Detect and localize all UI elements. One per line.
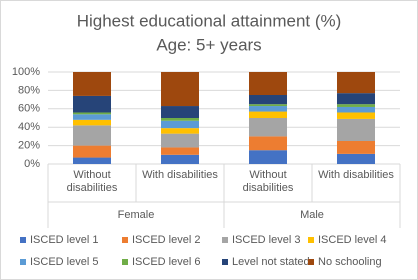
legend-label: Level not stated [232, 256, 310, 268]
y-tick-label: 100% [12, 66, 40, 78]
bar-segment [249, 72, 287, 95]
bar-segment [73, 114, 111, 120]
legend-swatch [20, 237, 26, 243]
bar-segment [73, 125, 111, 146]
x-tick-label: With disabilities [142, 169, 218, 181]
bar-segment [73, 157, 111, 164]
bar-segment [161, 133, 199, 148]
legend-label: ISCED level 4 [318, 234, 386, 246]
bar-segment [337, 112, 375, 119]
bar-segment [161, 120, 199, 129]
legend-swatch [122, 259, 128, 265]
legend-label: ISCED level 3 [232, 234, 300, 246]
group-label: Male [300, 209, 324, 221]
bar-segment [249, 118, 287, 137]
y-tick-label: 0% [24, 158, 40, 170]
bar-segment [73, 72, 111, 96]
bar-segment [337, 106, 375, 113]
bar-segment [73, 95, 111, 113]
legend-swatch [20, 259, 26, 265]
bar-segment [249, 150, 287, 164]
bar-segment [337, 118, 375, 141]
bar-segment [337, 104, 375, 107]
bar-segment [249, 111, 287, 118]
bar-segment [161, 106, 199, 118]
bar-segment [337, 141, 375, 154]
legend-label: ISCED level 5 [30, 256, 98, 268]
legend-label: No schooling [318, 256, 382, 268]
bar-segment [337, 93, 375, 105]
y-tick-label: 20% [18, 140, 40, 152]
x-tick-label: Without disabilities [242, 169, 294, 194]
chart-subtitle: Age: 5+ years [156, 35, 261, 54]
bar-segment [249, 95, 287, 105]
bar-segment [161, 118, 199, 121]
bar-segment [73, 119, 111, 126]
y-tick-label: 40% [18, 121, 40, 133]
legend-swatch [222, 259, 228, 265]
bar-segment [337, 72, 375, 94]
legend-label: ISCED level 6 [132, 256, 200, 268]
legend-label: ISCED level 1 [30, 234, 98, 246]
x-category: With disabilities [318, 169, 394, 181]
chart-title: Highest educational attainment (%) [77, 11, 342, 30]
bar-segment [337, 153, 375, 164]
legend-swatch [308, 237, 314, 243]
bar-segment [249, 136, 287, 151]
group-label: Female [118, 209, 155, 221]
x-category: Without disabilities [242, 169, 294, 194]
bar-segment [161, 128, 199, 134]
x-category: With disabilities [142, 169, 218, 181]
y-tick-label: 60% [18, 103, 40, 115]
legend-swatch [122, 237, 128, 243]
bar-segment [249, 104, 287, 107]
bar-segment [161, 154, 199, 164]
x-tick-label: Without disabilities [66, 169, 118, 194]
bar-segment [161, 72, 199, 107]
y-tick-label: 80% [18, 84, 40, 96]
bar-segment [73, 145, 111, 158]
x-tick-label: With disabilities [318, 169, 394, 181]
legend-swatch [308, 259, 314, 265]
bar-segment [249, 106, 287, 112]
bar-segment [161, 147, 199, 155]
legend-label: ISCED level 2 [132, 234, 200, 246]
legend-swatch [222, 237, 228, 243]
bar-segment [73, 112, 111, 115]
x-category: Without disabilities [66, 169, 118, 194]
